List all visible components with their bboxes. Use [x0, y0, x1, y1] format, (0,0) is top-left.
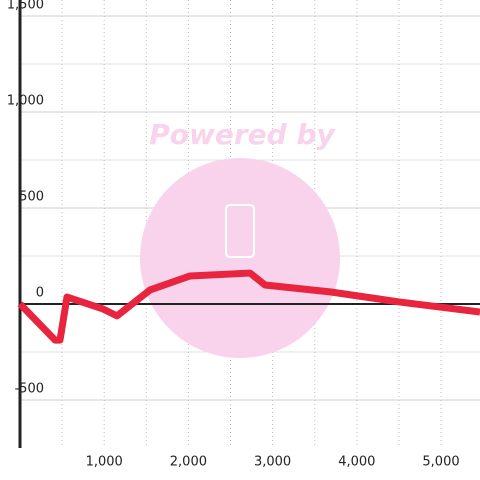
watermark-text: Powered by [149, 118, 336, 151]
data-line [17, 269, 480, 344]
y-tick-label: 1,000 [7, 93, 44, 108]
x-tick-label: 3,000 [254, 455, 291, 470]
watermark-icon [225, 204, 255, 258]
x-tick-label: 2,000 [170, 455, 207, 470]
y-tick-label: 1,500 [7, 0, 44, 12]
y-tick-label: -500 [14, 381, 44, 396]
x-tick-label: 4,000 [338, 455, 375, 470]
y-tick-label: 500 [19, 189, 44, 204]
y-tick-label: 0 [36, 285, 44, 300]
x-tick-label: 1,000 [86, 455, 123, 470]
x-tick-label: 5,000 [422, 455, 459, 470]
